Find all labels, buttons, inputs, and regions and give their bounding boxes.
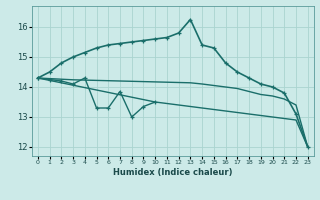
- X-axis label: Humidex (Indice chaleur): Humidex (Indice chaleur): [113, 168, 233, 177]
